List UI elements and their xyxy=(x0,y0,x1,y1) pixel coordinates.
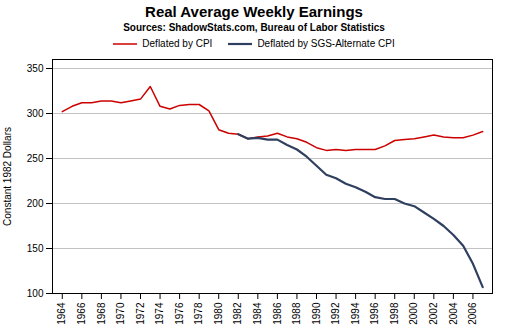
svg-text:1982: 1982 xyxy=(232,302,243,325)
svg-text:200: 200 xyxy=(27,198,44,209)
html-text:Deflated by CPI: Deflated by CPI xyxy=(142,38,213,49)
svg-text:250: 250 xyxy=(27,153,44,164)
svg-text:150: 150 xyxy=(27,243,44,254)
svg-text:1994: 1994 xyxy=(350,302,361,325)
svg-text:1988: 1988 xyxy=(291,302,302,325)
svg-text:1980: 1980 xyxy=(213,302,224,325)
svg-text:1972: 1972 xyxy=(135,302,146,325)
svg-text:1968: 1968 xyxy=(96,302,107,325)
svg-text:2004: 2004 xyxy=(448,302,459,325)
svg-text:1978: 1978 xyxy=(193,302,204,325)
svg-text:1996: 1996 xyxy=(369,302,380,325)
svg-text:1966: 1966 xyxy=(76,302,87,325)
svg-text:1970: 1970 xyxy=(115,302,126,325)
html-text:Sources: ShadowStats.com, Bure: Sources: ShadowStats.com, Bureau of Labo… xyxy=(123,22,385,33)
svg-text:1990: 1990 xyxy=(311,302,322,325)
svg-text:1998: 1998 xyxy=(389,302,400,325)
html-text:Deflated by SGS-Alternate CPI: Deflated by SGS-Alternate CPI xyxy=(257,38,395,49)
svg-text:1976: 1976 xyxy=(174,302,185,325)
svg-text:350: 350 xyxy=(27,63,44,74)
svg-text:100: 100 xyxy=(27,288,44,299)
svg-text:2006: 2006 xyxy=(467,302,478,325)
svg-text:1964: 1964 xyxy=(56,302,67,325)
svg-text:1992: 1992 xyxy=(330,302,341,325)
svg-text:1986: 1986 xyxy=(272,302,283,325)
html-text:Real Average Weekly Earnings: Real Average Weekly Earnings xyxy=(145,3,363,20)
svg-text:Constant 1982 Dollars: Constant 1982 Dollars xyxy=(2,127,13,226)
svg-text:2000: 2000 xyxy=(408,302,419,325)
svg-text:2002: 2002 xyxy=(428,302,439,325)
svg-text:1984: 1984 xyxy=(252,302,263,325)
svg-text:1974: 1974 xyxy=(154,302,165,325)
svg-text:300: 300 xyxy=(27,108,44,119)
